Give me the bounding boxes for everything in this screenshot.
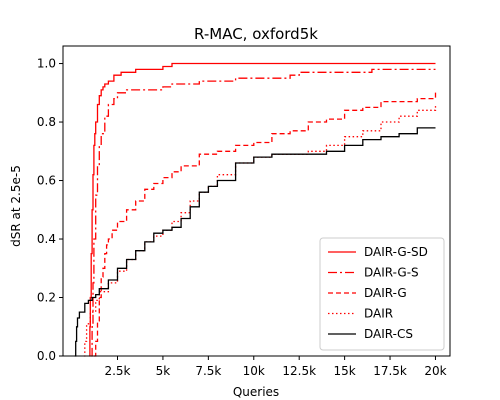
x-tick-label: 5k	[156, 364, 171, 378]
x-axis-ticks: 2.5k 5k 7.5k 10k 12.5k 15k 17.5k 20k	[104, 356, 447, 378]
legend-box	[319, 237, 445, 351]
x-tick-label: 7.5k	[195, 364, 221, 378]
legend-label: DAIR-G-SD	[364, 245, 428, 259]
legend-label: DAIR-CS	[364, 327, 413, 341]
y-tick-label: 0.4	[37, 232, 56, 246]
plot-area	[74, 62, 437, 357]
y-tick-label: 0.2	[37, 291, 56, 305]
x-tick-label: 20k	[424, 364, 446, 378]
legend-label: DAIR-G-S	[364, 266, 419, 280]
series-line-2	[93, 89, 437, 357]
series-line-4	[74, 127, 436, 357]
x-tick-label: 12.5k	[282, 364, 316, 378]
y-tick-label: 0.8	[37, 115, 56, 129]
series-line-0	[89, 62, 436, 357]
chart-title: R-MAC, oxford5k	[194, 25, 318, 43]
y-tick-label: 1.0	[37, 57, 56, 71]
series-line-1	[91, 68, 436, 357]
legend-label: DAIR-G	[364, 286, 407, 300]
x-axis-label: Queries	[233, 385, 279, 399]
y-tick-label: 0.0	[37, 349, 56, 363]
x-tick-label: 2.5k	[104, 364, 130, 378]
y-axis-label: dSR at 2.5e-5	[9, 165, 23, 247]
x-tick-label: 10k	[243, 364, 265, 378]
plot-frame	[62, 45, 451, 357]
legend: DAIR-G-SD DAIR-G-S DAIR-G DAIR DAIR-CS	[319, 237, 445, 351]
x-tick-label: 17.5k	[373, 364, 407, 378]
legend-label: DAIR	[364, 307, 393, 321]
x-tick-label: 15k	[334, 364, 356, 378]
y-axis-ticks: 0.0 0.2 0.4 0.6 0.8 1.0	[37, 57, 63, 363]
y-tick-label: 0.6	[37, 174, 56, 188]
